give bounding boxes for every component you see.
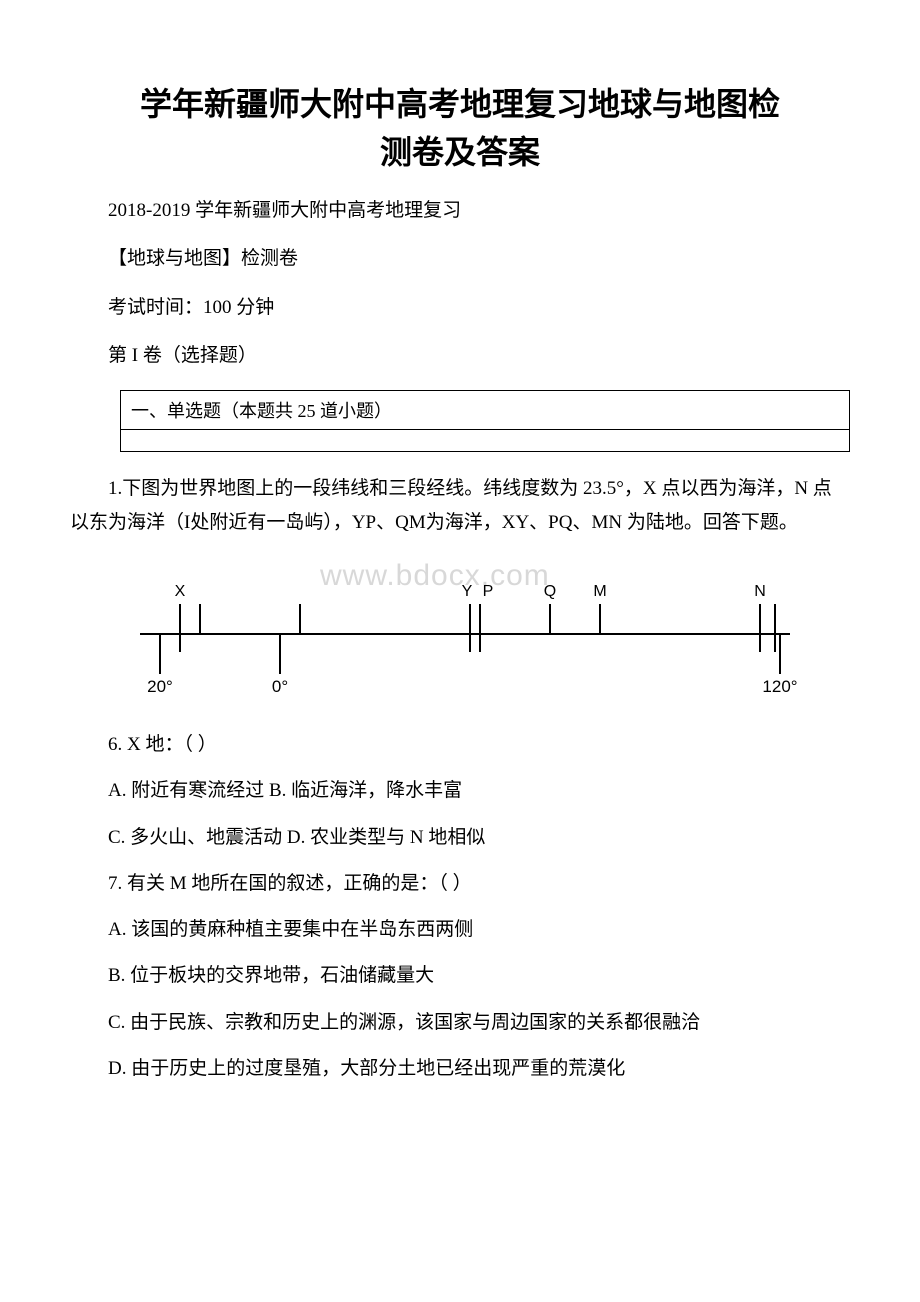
q6-option-cd: C. 多火山、地震活动 D. 农业类型与 N 地相似 (70, 822, 850, 854)
svg-text:0°: 0° (272, 677, 288, 696)
svg-text:M: M (593, 583, 606, 600)
line-diagram: www.bdocx.com 20°0°120°XYPQMN (120, 554, 840, 709)
table-row: 一、单选题（本题共 25 道小题） (121, 390, 850, 429)
subtitle: 2018-2019 学年新疆师大附中高考地理复习 (70, 196, 850, 226)
exam-time: 考试时间：100 分钟 (70, 293, 850, 323)
svg-text:N: N (754, 583, 766, 600)
topic-label: 【地球与地图】检测卷 (70, 244, 850, 274)
title-line-1: 学年新疆师大附中高考地理复习地球与地图检 (140, 86, 780, 122)
svg-text:P: P (483, 583, 494, 600)
q7-option-a: A. 该国的黄麻种植主要集中在半岛东西两侧 (70, 914, 850, 946)
table-empty-cell (121, 429, 850, 451)
question-1-text: 1.下图为世界地图上的一段纬线和三段经线。纬线度数为 23.5°，X 点以西为海… (70, 472, 850, 540)
exam-title: 学年新疆师大附中高考地理复习地球与地图检 测卷及答案 (70, 80, 850, 176)
svg-text:X: X (175, 583, 186, 600)
q7-option-d: D. 由于历史上的过度垦殖，大部分土地已经出现严重的荒漠化 (70, 1053, 850, 1085)
table-row (121, 429, 850, 451)
svg-text:20°: 20° (147, 677, 173, 696)
table-header-cell: 一、单选题（本题共 25 道小题） (121, 390, 850, 429)
section-table: 一、单选题（本题共 25 道小题） (120, 390, 850, 452)
diagram-svg: 20° 0° 120° X YP Q M N (120, 554, 800, 704)
q6-option-ab: A. 附近有寒流经过 B. 临近海洋，降水丰富 (70, 775, 850, 807)
svg-text:Y: Y (462, 583, 473, 600)
svg-text:Q: Q (544, 583, 556, 600)
question-7: 7. 有关 M 地所在国的叙述，正确的是：（ ） (70, 868, 850, 900)
svg-text:120°: 120° (762, 677, 797, 696)
q7-option-b: B. 位于板块的交界地带，石油储藏量大 (70, 960, 850, 992)
title-line-2: 测卷及答案 (380, 134, 540, 170)
section-label: 第 I 卷（选择题） (70, 341, 850, 371)
q7-option-c: C. 由于民族、宗教和历史上的渊源，该国家与周边国家的关系都很融洽 (70, 1007, 850, 1039)
question-6: 6. X 地：（ ） (70, 729, 850, 761)
